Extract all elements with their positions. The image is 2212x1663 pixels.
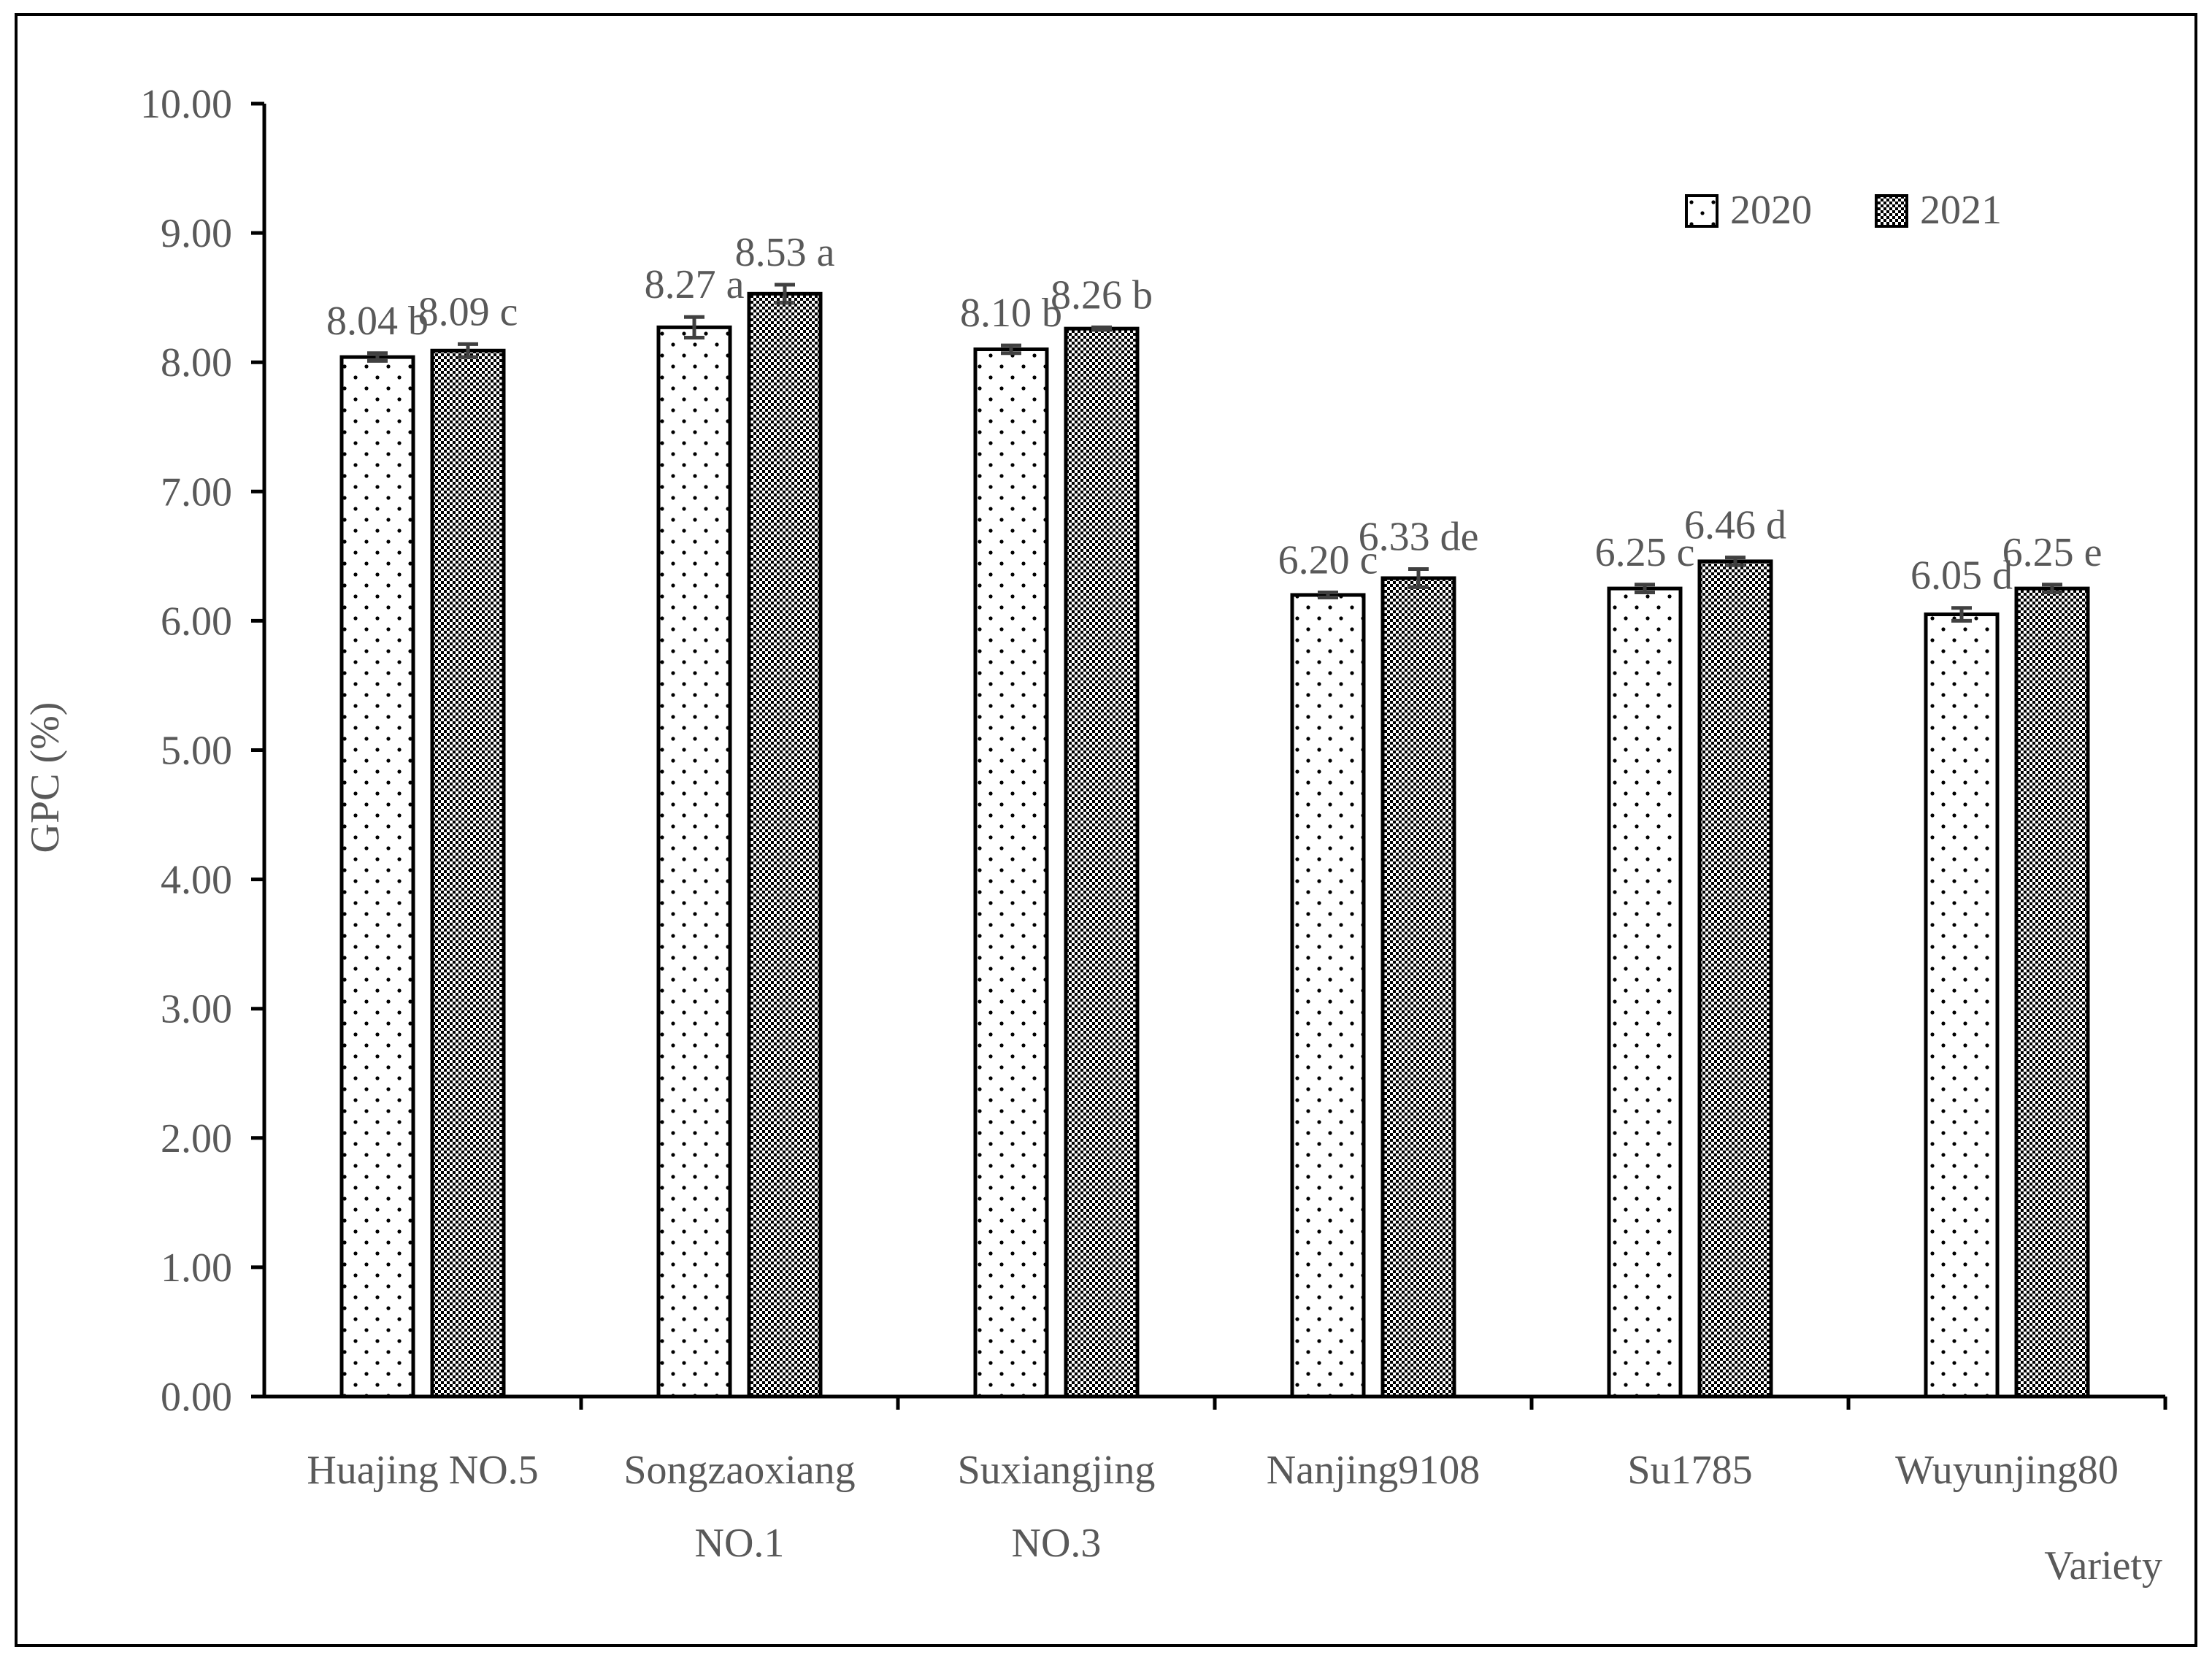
x-tick-label-1: Huajing NO.5 <box>307 1448 538 1493</box>
y-tick-label-9: 9.00 <box>161 211 232 256</box>
y-tick-label-1: 1.00 <box>161 1245 232 1291</box>
x-tick-label-4: Nanjing9108 <box>1267 1448 1480 1493</box>
data-label-2021-5: 6.46 d <box>1684 503 1786 548</box>
data-label-2020-5: 6.25 c <box>1595 530 1695 575</box>
x-tick-label-6: Wuyunjing80 <box>1895 1448 2119 1493</box>
bar-2021-3 <box>1064 326 1140 1399</box>
data-label-2021-1: 8.09 c <box>418 289 518 334</box>
y-tick-label-10: 10.00 <box>140 82 232 127</box>
bar-2020-3 <box>973 347 1049 1399</box>
legend: 2020 2021 <box>1685 188 2002 233</box>
data-label-2021-2: 8.53 a <box>735 230 835 275</box>
error-bars-layer <box>367 283 2062 623</box>
bar-2020-2 <box>656 325 732 1399</box>
legend-swatch-2021 <box>1875 194 1908 228</box>
bar-2020-4 <box>1290 593 1366 1399</box>
legend-swatch-2020 <box>1685 194 1718 228</box>
x-tick-label-3-line-1: Suxiangjing <box>958 1448 1156 1493</box>
data-label-2020-4: 6.20 c <box>1278 537 1378 583</box>
bar-2021-1 <box>430 348 506 1399</box>
y-tick-label-0: 0.00 <box>161 1375 232 1420</box>
data-label-2020-6: 6.05 d <box>1910 553 2013 599</box>
x-axis-title: Variety <box>2044 1543 2162 1589</box>
data-label-2021-3: 8.26 b <box>1051 272 1153 318</box>
axes-layer <box>251 101 2167 1410</box>
x-tick-label-5: Su1785 <box>1627 1448 1752 1493</box>
data-label-2020-3: 8.10 b <box>960 291 1062 336</box>
bar-2020-1 <box>339 355 415 1399</box>
bar-2020-6 <box>1924 612 2000 1399</box>
y-tick-label-5: 5.00 <box>161 729 232 774</box>
x-tick-label-3-line-2: NO.3 <box>1012 1521 1102 1566</box>
legend-label-2021: 2021 <box>1920 188 2002 233</box>
y-tick-label-2: 2.00 <box>161 1116 232 1161</box>
y-tick-label-4: 4.00 <box>161 858 232 903</box>
y-tick-label-6: 6.00 <box>161 599 232 644</box>
bar-2020-5 <box>1607 586 1683 1399</box>
y-tick-label-7: 7.00 <box>161 469 232 515</box>
data-label-2020-2: 8.27 a <box>645 262 745 307</box>
legend-label-2020: 2020 <box>1730 188 1812 233</box>
data-label-2020-1: 8.04 b <box>326 299 429 344</box>
chart-frame <box>15 13 2197 1647</box>
data-label-2021-4: 6.33 de <box>1359 515 1479 560</box>
bar-2021-6 <box>2014 586 2090 1399</box>
data-label-2021-6: 6.25 e <box>2002 530 2102 575</box>
x-tick-label-2-line-1: Songzaoxiang <box>623 1448 855 1493</box>
bar-2021-5 <box>1697 559 1773 1399</box>
y-tick-label-8: 8.00 <box>161 340 232 385</box>
data-labels-layer: 8.04 b 8.27 a 8.10 b 6.20 c 6.25 c 6.05 d 8.09… <box>326 230 2102 599</box>
axis-text-layer: 0.00 1.00 2.00 3.00 4.00 5.00 6.00 7.00 8.00 9.00… <box>140 82 2119 1566</box>
bar-2021-4 <box>1380 576 1456 1399</box>
y-tick-label-3: 3.00 <box>161 987 232 1032</box>
x-tick-label-2-line-2: NO.1 <box>695 1521 785 1566</box>
bars-layer <box>339 291 2090 1399</box>
y-axis-title: GPC (%) <box>23 702 68 853</box>
bar-2021-2 <box>747 291 823 1399</box>
